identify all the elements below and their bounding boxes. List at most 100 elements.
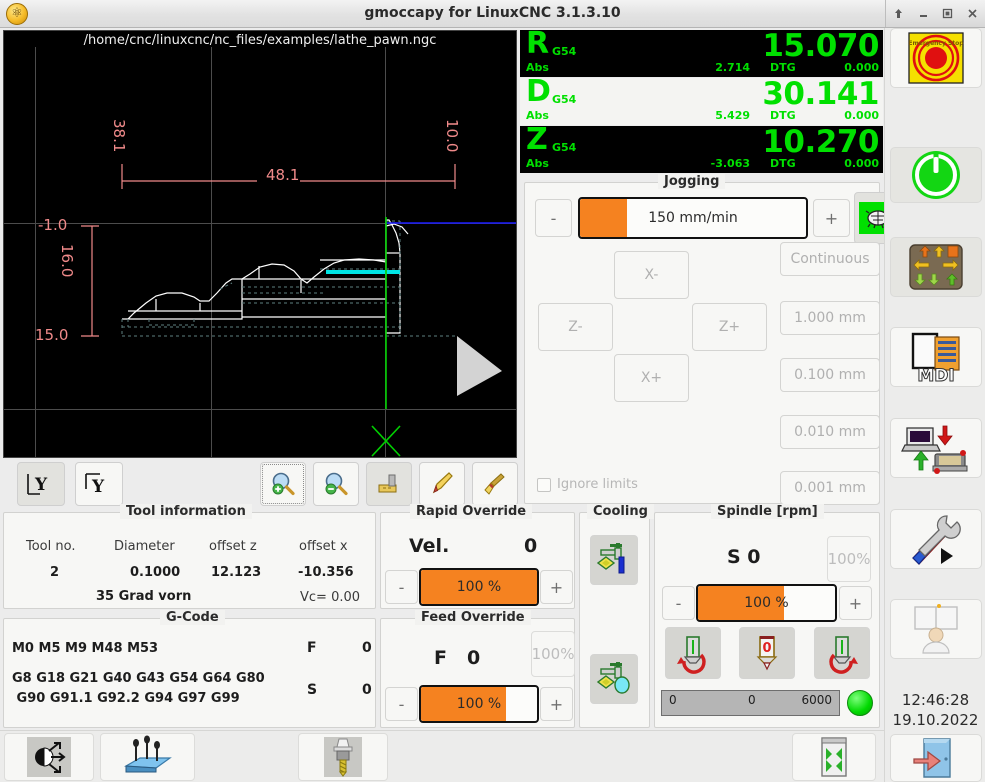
flood-coolant-button[interactable] (590, 535, 638, 585)
ignore-limits-checkbox[interactable] (537, 478, 551, 492)
view-dimensions-button[interactable] (366, 462, 412, 506)
zoom-out-button[interactable] (313, 462, 359, 506)
dimension-label-left: 38.1 (110, 119, 128, 153)
feed-override-decrease-button[interactable]: - (385, 687, 418, 721)
maximize-button[interactable] (938, 4, 958, 24)
minimize-button[interactable] (913, 4, 933, 24)
rapid-override-increase-button[interactable]: + (540, 570, 573, 604)
gcode-f-label: F (307, 640, 317, 656)
rapid-override-slider[interactable]: 100 % (419, 568, 539, 606)
tool-change-button[interactable] (298, 733, 388, 781)
tool-orientation-label: 35 Grad vorn (96, 589, 192, 604)
clock-date: 19.10.2022 (892, 711, 979, 729)
jog-z-plus-button[interactable]: Z+ (692, 303, 767, 351)
dimension-label-top-height: -1.0 (38, 216, 68, 234)
dimension-label-bottom-height: 15.0 (35, 326, 69, 344)
gcode-preview-area[interactable]: /home/cnc/linuxcnc/nc_files/examples/lat… (3, 30, 517, 458)
clear-plot-button[interactable] (472, 462, 518, 506)
edit-gcode-button[interactable] (419, 462, 465, 506)
rapid-override-panel: Rapid Override Vel. 0 - 100 % + (380, 504, 575, 609)
jog-increment-0p1mm-button[interactable]: 0.100 mm (780, 358, 880, 392)
spindle-at-speed-led (847, 690, 873, 716)
cooling-panel: Cooling (579, 504, 654, 728)
dimension-label-right: 10.0 (443, 119, 461, 153)
touch-off-button[interactable] (4, 733, 94, 781)
mist-coolant-button[interactable] (590, 654, 638, 704)
spindle-ccw-button[interactable] (665, 627, 721, 679)
power-icon (912, 151, 960, 199)
dro-row-r[interactable]: R G54 15.070 Abs 2.714 DTG 0.000 (520, 26, 883, 77)
dro-dtg-label: DTG (770, 61, 796, 74)
auto-run-icon (901, 425, 968, 474)
dro-row-d[interactable]: D G54 30.141 Abs 5.429 DTG 0.000 (520, 74, 883, 125)
spindle-override-reset-button[interactable]: 100% (827, 536, 871, 582)
settings-button[interactable] (890, 509, 982, 569)
spindle-speed-bar: 0 0 6000 (661, 690, 840, 716)
exit-button[interactable] (890, 734, 982, 782)
svg-text:Y: Y (91, 477, 105, 497)
user-page-icon (914, 604, 958, 654)
jog-x-minus-button[interactable]: X- (614, 251, 689, 299)
mdi-mode-button[interactable]: MDI (890, 327, 982, 387)
feed-override-increase-button[interactable]: + (540, 687, 573, 721)
spindle-override-increase-button[interactable]: + (839, 586, 872, 620)
rapid-override-value: 100 % (456, 579, 502, 595)
graphics-toolbar: Y Y (3, 460, 518, 508)
gcode-title: G-Code (160, 610, 225, 625)
dro-abs-label: Abs (526, 109, 549, 122)
spindle-ccw-icon (677, 636, 706, 674)
fullscreen-button[interactable] (792, 733, 876, 781)
machine-power-button[interactable] (890, 147, 982, 203)
jog-increment-1mm-button[interactable]: 1.000 mm (780, 301, 880, 335)
broom-icon (484, 473, 505, 495)
auto-mode-button[interactable] (890, 418, 982, 478)
keep-above-button[interactable] (888, 4, 908, 24)
spindle-override-slider[interactable]: 100 % (696, 584, 837, 622)
pencil-icon (432, 472, 453, 494)
rapid-override-title: Rapid Override (410, 504, 533, 519)
gcode-f-value: 0 (362, 640, 372, 656)
rapid-override-decrease-button[interactable]: - (385, 570, 418, 604)
svg-text:MDI: MDI (917, 366, 954, 386)
jog-increment-continuous-button[interactable]: Continuous (780, 242, 880, 276)
svg-text:Emergency Stop: Emergency Stop (908, 40, 964, 47)
spindle-stop-button[interactable]: 0 (739, 627, 795, 679)
spindle-cw-button[interactable] (814, 627, 870, 679)
view-y2-icon: Y (85, 473, 105, 497)
jog-x-plus-button[interactable]: X+ (614, 354, 689, 402)
feed-override-slider[interactable]: 100 % (419, 685, 539, 723)
gmoccapy-logo-icon: ⚛ (6, 3, 28, 25)
jog-increment-0p001mm-button[interactable]: 0.001 mm (780, 471, 880, 505)
feed-override-reset-button[interactable]: 100% (531, 631, 575, 677)
spindle-override-decrease-button[interactable]: - (662, 586, 695, 620)
tool-header-tool-no: Tool no. (26, 539, 76, 554)
estop-button[interactable]: Emergency Stop (890, 28, 982, 88)
jog-velocity-slider[interactable]: 150 mm/min (578, 197, 808, 239)
feed-override-fill (421, 687, 506, 721)
manual-mode-button[interactable] (890, 237, 982, 297)
view-y2-button[interactable]: Y (75, 462, 123, 506)
tool-table-button[interactable] (100, 733, 195, 781)
jog-increment-0p01mm-button[interactable]: 0.010 mm (780, 415, 880, 449)
spindle-title: Spindle [rpm] (711, 504, 824, 519)
close-button[interactable] (963, 4, 983, 24)
view-y-button[interactable]: Y (17, 462, 65, 506)
fullscreen-icon (821, 737, 847, 777)
exit-door-icon (913, 738, 951, 778)
dro-axis-letter: D (526, 74, 551, 109)
gcode-s-label: S (307, 682, 318, 698)
jog-velocity-decrease-button[interactable]: - (535, 199, 572, 237)
jogging-title: Jogging (658, 174, 726, 189)
spindle-bar-max: 6000 (801, 693, 832, 707)
jog-velocity-increase-button[interactable]: + (813, 199, 850, 237)
zoom-out-icon (325, 472, 348, 496)
user-tabs-button[interactable] (890, 599, 982, 659)
zoom-in-button[interactable] (260, 462, 306, 506)
dro-abs-label: Abs (526, 61, 549, 74)
dro-row-z[interactable]: Z G54 10.270 Abs -3.063 DTG 0.000 (520, 122, 883, 173)
tool-value-diameter: 0.1000 (130, 565, 181, 580)
jog-z-minus-button[interactable]: Z- (538, 303, 613, 351)
bottom-toolbar (0, 730, 884, 782)
dro-abs-value: 5.429 (715, 109, 750, 122)
mdi-icon: MDI (911, 332, 960, 387)
